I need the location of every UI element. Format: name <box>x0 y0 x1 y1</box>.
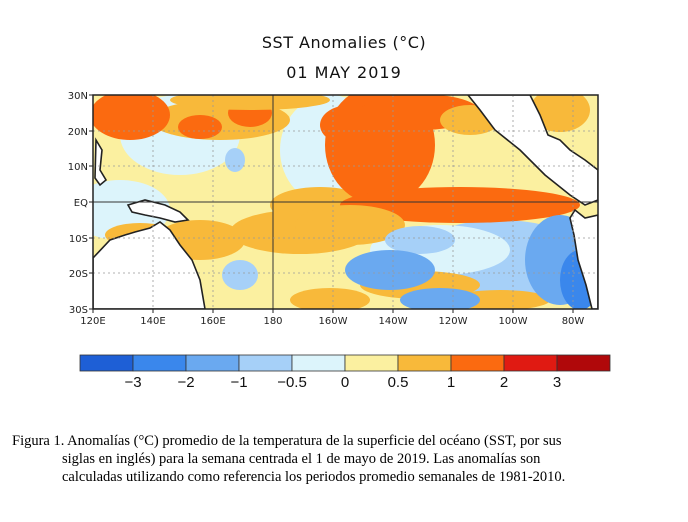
x-tick-label: 80W <box>562 316 585 327</box>
colorbar-label: 0.5 <box>388 374 409 391</box>
y-tick-label: EQ <box>74 198 88 209</box>
colorbar-bin <box>132 354 187 372</box>
philippines-land <box>94 137 108 187</box>
y-tick-label: 10S <box>69 234 88 245</box>
anomaly-region <box>178 115 222 139</box>
anomaly-region <box>345 250 435 290</box>
axis-ticks: 120E 140E 160E 180 160W 140W 120W 100W 80W 30N 20N… <box>68 91 585 327</box>
colorbar-bin <box>344 354 399 372</box>
colorbar-label: 3 <box>553 374 561 391</box>
colorbar-bin <box>556 354 611 372</box>
colorbar-bin <box>503 354 558 372</box>
chart-subtitle: 01 MAY 2019 <box>286 63 402 82</box>
colorbar-bin <box>185 354 240 372</box>
anomaly-region <box>530 95 590 132</box>
colorbar: −3 −2 −1 −0.5 0 0.5 1 2 3 <box>79 354 611 391</box>
x-tick-label: 140E <box>140 316 165 327</box>
anomaly-region <box>320 105 380 145</box>
colorbar-bin <box>238 354 293 372</box>
colorbar-label: 2 <box>500 374 508 391</box>
x-tick-label: 100W <box>499 316 528 327</box>
anomaly-region <box>290 288 370 309</box>
anomaly-region <box>385 226 455 254</box>
anomaly-region <box>170 95 330 110</box>
colorbar-bin <box>291 354 346 372</box>
y-tick-label: 20S <box>69 269 88 280</box>
anomaly-region <box>295 205 405 245</box>
y-tick-label: 20N <box>68 127 88 138</box>
colorbar-label: 1 <box>447 374 455 391</box>
x-tick-label: 160W <box>319 316 348 327</box>
caption-line-3: calculadas utilizando como referencia lo… <box>62 469 566 485</box>
map-grid <box>93 95 598 309</box>
y-tick-label: 30N <box>68 91 88 102</box>
x-tick-label: 120W <box>439 316 468 327</box>
caption-line-2: siglas en inglés) para la semana centrad… <box>62 451 541 467</box>
australia-land <box>93 221 206 309</box>
x-tick-label: 120E <box>80 316 105 327</box>
colorbar-label: 0 <box>341 374 349 391</box>
central-america-land <box>466 95 598 206</box>
caption-line-1: Figura 1. Anomalías (°C) promedio de la … <box>12 433 562 449</box>
anomaly-region <box>222 260 258 290</box>
colorbar-label: −3 <box>124 374 141 391</box>
colorbar-bin <box>450 354 505 372</box>
y-tick-label: 30S <box>69 305 88 316</box>
x-tick-label: 140W <box>379 316 408 327</box>
anomaly-region <box>93 95 170 140</box>
figure-caption: Figura 1. Anomalías (°C) promedio de la … <box>12 432 677 486</box>
anomaly-region <box>400 288 480 309</box>
colorbar-label: −1 <box>230 374 247 391</box>
sst-anomaly-map: 120E 140E 160E 180 160W 140W 120W 100W 80W 30N 20N… <box>68 91 611 391</box>
south-america-land <box>569 208 598 309</box>
colorbar-bin <box>79 354 134 372</box>
colorbar-label: −2 <box>177 374 194 391</box>
chart-title: SST Anomalies (°C) <box>261 33 427 52</box>
x-tick-label: 160E <box>200 316 225 327</box>
anomaly-region <box>340 187 580 223</box>
x-tick-label: 180 <box>263 316 282 327</box>
colorbar-bin <box>397 354 452 372</box>
anomaly-region <box>225 148 245 172</box>
land-masses <box>93 95 598 309</box>
colorbar-label: −0.5 <box>277 374 307 391</box>
y-tick-label: 10N <box>68 162 88 173</box>
